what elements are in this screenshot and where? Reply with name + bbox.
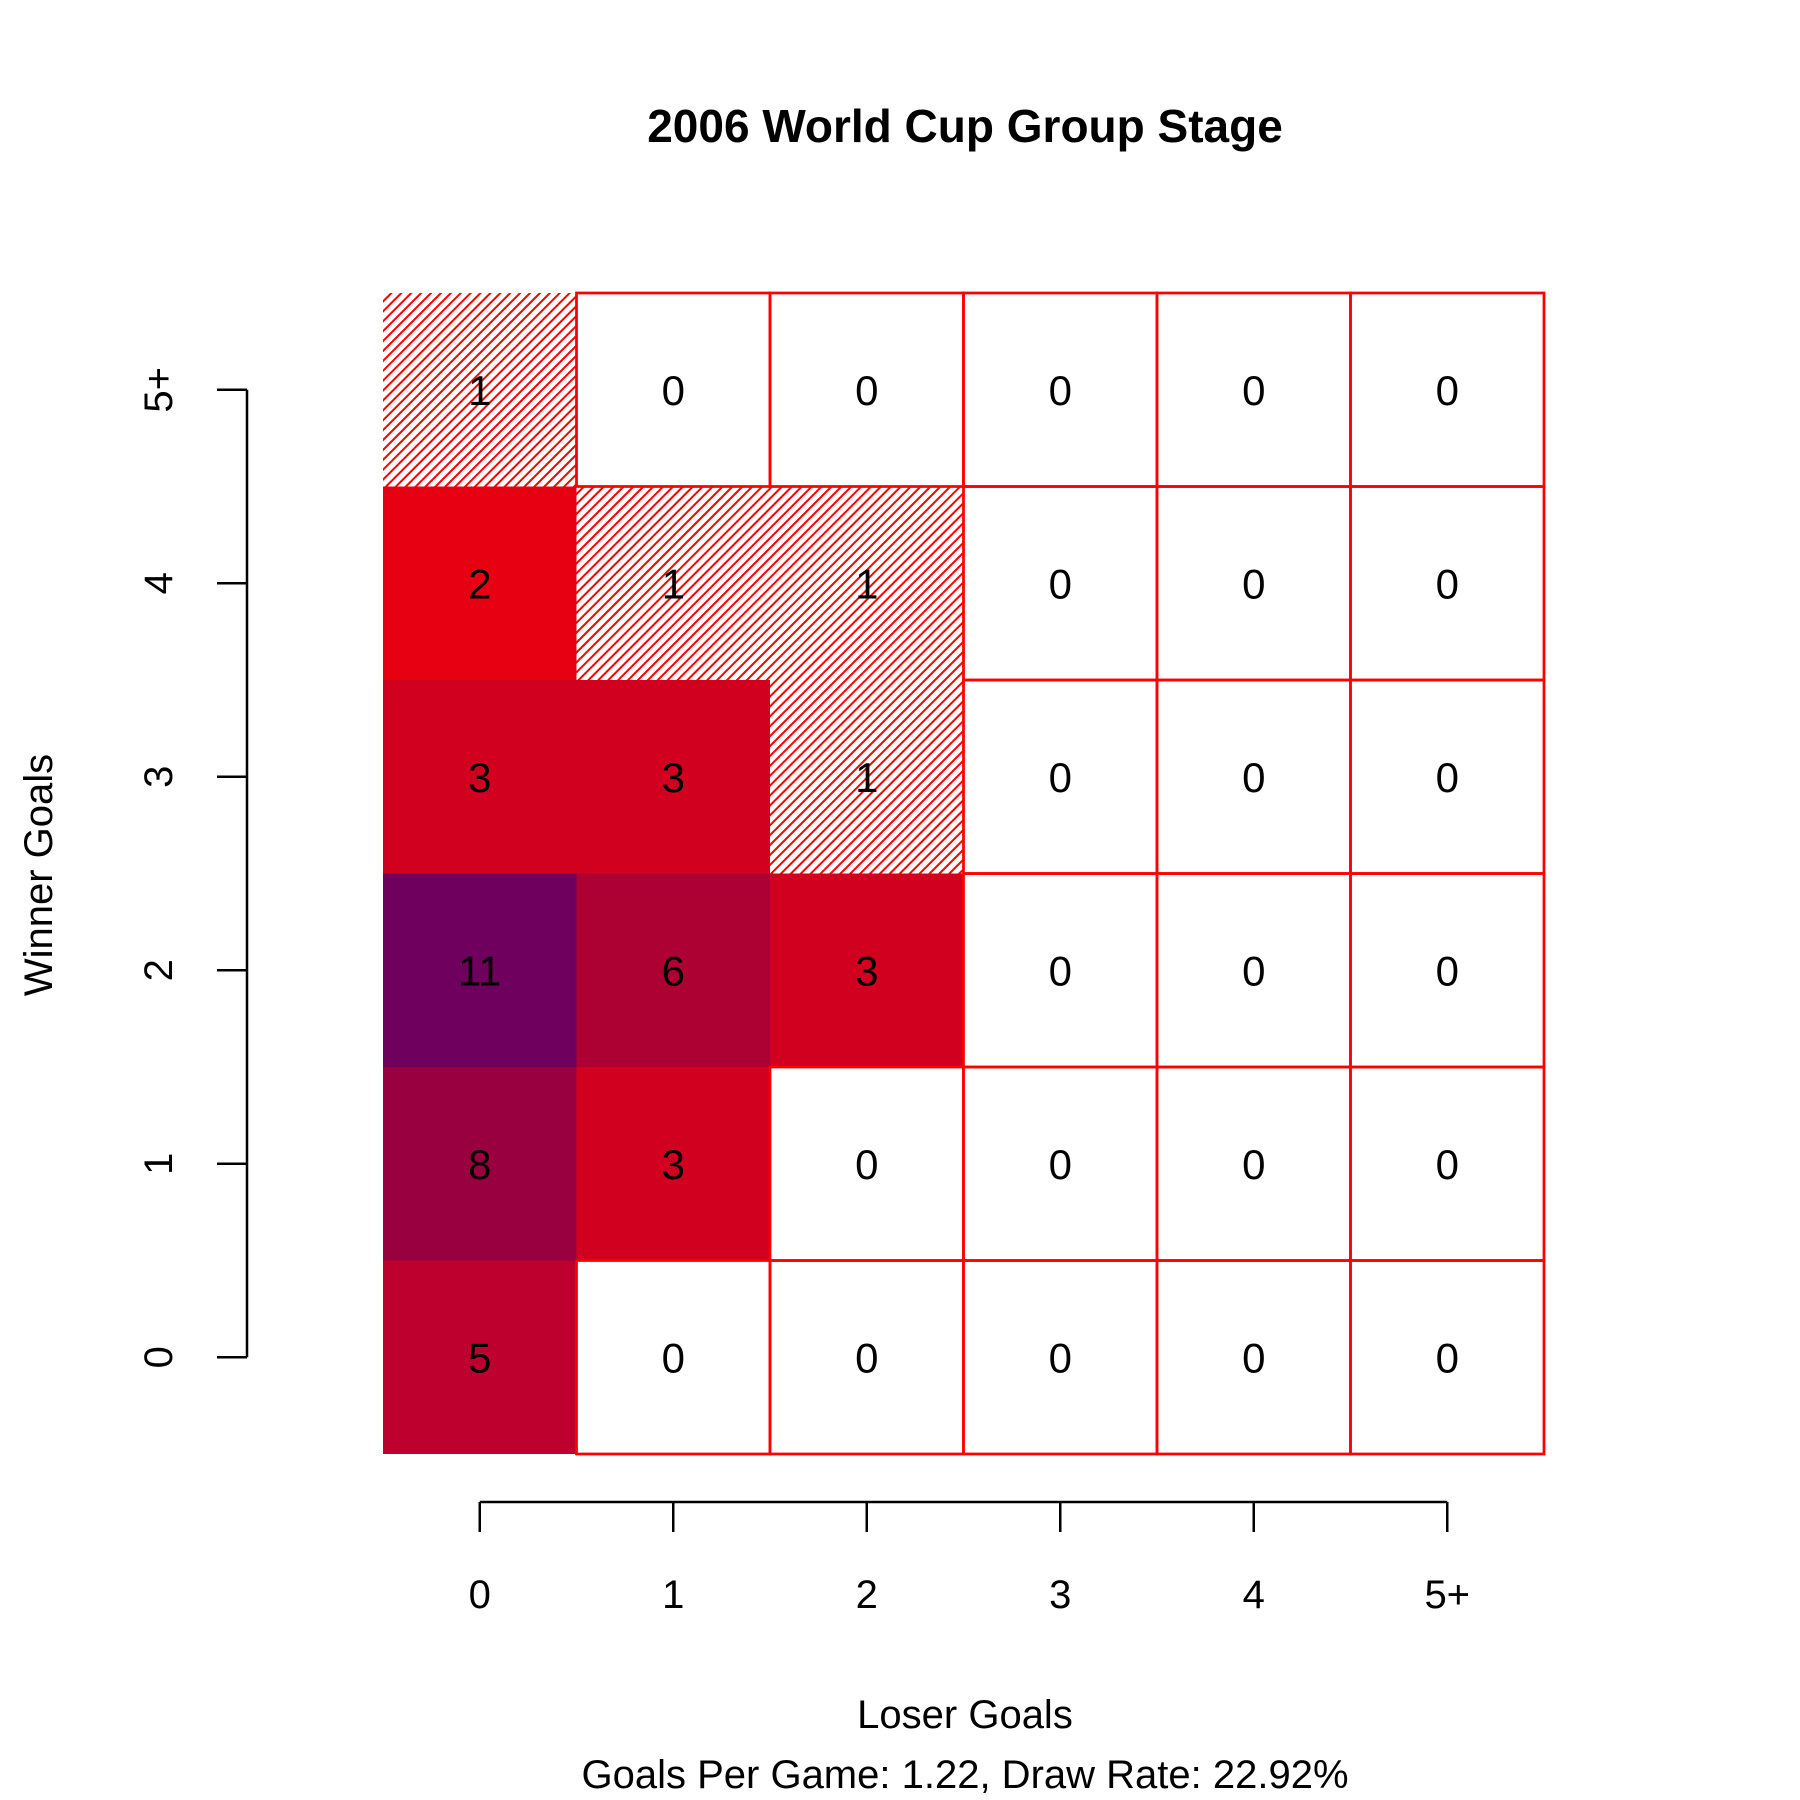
cell-value-label: 3 xyxy=(855,947,878,994)
heatmap-cell xyxy=(383,486,577,680)
chart-title: 2006 World Cup Group Stage xyxy=(647,100,1283,152)
x-tick-label: 4 xyxy=(1243,1573,1265,1617)
cell-value-label: 0 xyxy=(1049,947,1072,994)
cell-value-label: 0 xyxy=(855,1334,878,1381)
heatmap-cell xyxy=(770,873,964,1067)
cell-value-label: 0 xyxy=(1436,1141,1459,1188)
y-tick-label: 2 xyxy=(137,959,181,981)
cell-value-label: 0 xyxy=(662,367,685,414)
cell-value-label: 6 xyxy=(662,947,685,994)
cell-value-label: 0 xyxy=(1436,560,1459,607)
cell-value-label: 0 xyxy=(1049,1334,1072,1381)
y-tick-label: 4 xyxy=(137,572,181,594)
heatmap-cell xyxy=(576,873,770,1067)
heatmap-cell xyxy=(383,680,577,874)
cell-value-label: 1 xyxy=(662,560,685,607)
heatmap-cell xyxy=(383,1260,577,1454)
x-tick-label: 0 xyxy=(469,1573,491,1617)
cell-value-labels: 5 0 0 0 0 08 3 0 0 0 011 6 3 0 0 03 3 1 0 0 02 1 1 0 0 01 0 0 0 0 0 xyxy=(458,367,1459,1382)
cell-value-label: 0 xyxy=(662,1334,685,1381)
heatmap-cell xyxy=(576,680,770,874)
cell-value-label: 1 xyxy=(855,754,878,801)
x-tick-label: 5+ xyxy=(1424,1573,1470,1617)
y-axis: 0 1 2 3 4 5+ xyxy=(137,367,249,1368)
heatmap-cell xyxy=(962,1259,1159,1456)
heatmap-cell xyxy=(770,680,964,874)
heatmap-cell xyxy=(383,1067,577,1261)
heatmap-cell xyxy=(383,873,577,1067)
heatmap-cell xyxy=(575,1259,772,1456)
heatmap-cell xyxy=(575,291,772,488)
cell-value-label: 0 xyxy=(1242,367,1265,414)
y-tick-label: 1 xyxy=(137,1153,181,1175)
cell-value-label: 3 xyxy=(662,1141,685,1188)
cell-value-label: 3 xyxy=(468,754,491,801)
cell-value-label: 0 xyxy=(1242,560,1265,607)
cell-value-label: 0 xyxy=(1049,754,1072,801)
cell-value-label: 5 xyxy=(468,1334,491,1381)
heatmap-cells xyxy=(383,291,1546,1456)
heatmap-cell xyxy=(770,486,964,680)
heatmap-cell xyxy=(1155,1065,1352,1262)
cell-value-label: 8 xyxy=(468,1141,491,1188)
cell-value-label: 1 xyxy=(468,367,491,414)
heatmap-cell xyxy=(768,1065,965,1262)
grid-cell-border xyxy=(1349,291,1546,488)
heatmap-cell xyxy=(768,291,965,488)
cell-value-label: 0 xyxy=(1242,754,1265,801)
heatmap-cell xyxy=(576,1067,770,1261)
heatmap-cell xyxy=(1349,872,1546,1069)
cell-value-label: 0 xyxy=(855,367,878,414)
cell-value-label: 2 xyxy=(468,560,491,607)
y-tick-label: 5+ xyxy=(137,367,181,413)
heatmap-cell xyxy=(383,293,577,487)
heatmap-cell xyxy=(962,678,1159,875)
y-tick-label: 3 xyxy=(137,766,181,788)
cell-value-label: 0 xyxy=(1242,1141,1265,1188)
x-axis-label: Loser Goals xyxy=(857,1693,1073,1737)
cell-value-label: 0 xyxy=(1049,367,1072,414)
chart-subtitle: Goals Per Game: 1.22, Draw Rate: 22.92% xyxy=(581,1753,1348,1797)
cell-value-label: 0 xyxy=(1242,1334,1265,1381)
cell-value-label: 3 xyxy=(662,754,685,801)
cell-value-label: 0 xyxy=(1436,367,1459,414)
y-axis-label: Winner Goals xyxy=(17,754,61,996)
x-tick-label: 3 xyxy=(1049,1573,1071,1617)
y-tick-label: 0 xyxy=(137,1346,181,1368)
cell-value-label: 0 xyxy=(1436,754,1459,801)
cell-value-label: 0 xyxy=(1436,947,1459,994)
cell-value-label: 0 xyxy=(1436,1334,1459,1381)
x-tick-label: 2 xyxy=(856,1573,878,1617)
cell-value-label: 0 xyxy=(1049,560,1072,607)
cell-value-label: 1 xyxy=(855,560,878,607)
heatmap-cell xyxy=(576,486,770,680)
x-axis: 0 1 2 3 4 5+ xyxy=(469,1500,1470,1617)
cell-value-label: 0 xyxy=(855,1141,878,1188)
cell-value-label: 0 xyxy=(1049,1141,1072,1188)
cell-value-label: 11 xyxy=(458,947,502,994)
cell-value-label: 0 xyxy=(1242,947,1265,994)
x-tick-label: 1 xyxy=(662,1573,684,1617)
